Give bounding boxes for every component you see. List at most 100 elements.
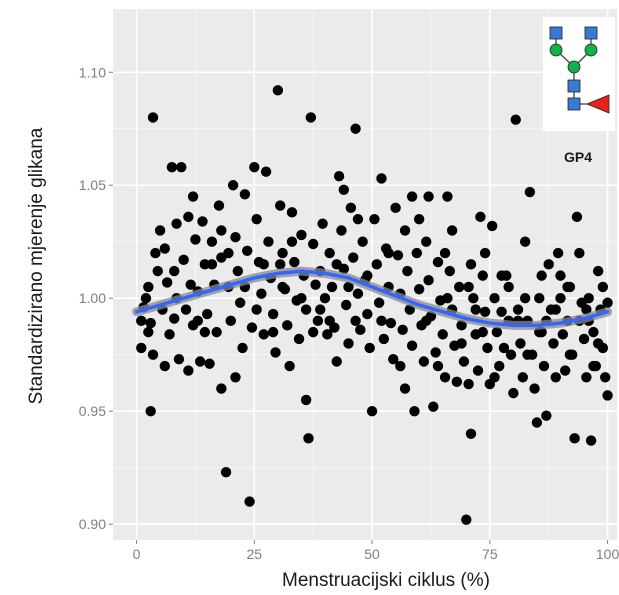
data-point xyxy=(326,281,338,293)
data-point xyxy=(578,333,590,345)
data-point xyxy=(498,342,510,354)
data-point xyxy=(602,297,613,308)
data-point xyxy=(482,342,493,354)
data-point xyxy=(592,265,604,277)
data-point xyxy=(555,293,566,304)
data-point xyxy=(399,225,411,236)
data-point xyxy=(423,191,434,202)
data-point xyxy=(249,161,260,173)
data-point xyxy=(550,372,561,383)
data-point xyxy=(406,340,418,351)
data-point xyxy=(204,358,215,369)
x-tick-label: 25 xyxy=(247,546,263,562)
data-point xyxy=(357,236,368,247)
data-point xyxy=(338,184,350,195)
data-point xyxy=(475,211,486,223)
data-point xyxy=(251,213,262,225)
data-point xyxy=(510,114,521,125)
data-point xyxy=(173,354,185,365)
data-point xyxy=(538,360,550,372)
data-point xyxy=(446,225,458,236)
data-point xyxy=(159,243,171,254)
data-point xyxy=(242,245,253,256)
x-axis-ticks: 0 25 50 75 100 xyxy=(133,540,619,562)
x-axis-title: Menstruacijski ciklus (%) xyxy=(282,570,490,591)
data-point xyxy=(343,338,354,349)
data-point xyxy=(169,313,180,324)
data-point xyxy=(421,315,432,327)
data-point xyxy=(350,315,361,327)
data-point xyxy=(343,281,354,293)
data-point xyxy=(454,281,465,293)
data-point xyxy=(206,259,218,270)
data-point xyxy=(213,200,225,211)
data-point xyxy=(439,372,451,383)
data-point xyxy=(592,338,604,349)
data-point xyxy=(145,406,156,417)
data-point xyxy=(439,247,451,259)
data-point xyxy=(562,281,573,293)
data-point xyxy=(581,372,592,383)
data-point xyxy=(421,236,432,247)
data-point xyxy=(552,247,564,259)
data-point xyxy=(275,259,286,270)
data-point xyxy=(519,293,531,304)
data-point xyxy=(494,360,505,372)
data-point xyxy=(136,342,147,354)
data-point xyxy=(444,265,455,277)
data-point xyxy=(267,308,279,320)
data-point xyxy=(202,308,213,320)
data-point xyxy=(557,329,569,340)
data-point xyxy=(310,279,321,290)
data-point xyxy=(581,304,592,315)
data-point xyxy=(317,218,328,229)
data-point xyxy=(406,191,418,202)
data-point xyxy=(166,161,178,173)
data-point xyxy=(571,211,583,223)
data-point xyxy=(395,360,406,372)
data-point xyxy=(489,372,500,383)
data-point xyxy=(362,308,373,320)
data-point xyxy=(159,360,171,372)
data-point xyxy=(413,213,425,225)
data-point xyxy=(324,315,335,327)
data-point xyxy=(432,360,444,372)
data-point xyxy=(463,281,474,293)
data-point xyxy=(183,365,194,376)
data-point xyxy=(277,247,288,259)
data-point xyxy=(251,304,262,315)
data-point xyxy=(230,372,241,383)
data-point xyxy=(479,247,491,259)
y-tick-label: 1.10 xyxy=(79,64,106,80)
data-point xyxy=(559,365,571,376)
data-point xyxy=(199,326,211,338)
data-point xyxy=(150,247,161,259)
data-point xyxy=(442,191,453,202)
data-point xyxy=(232,265,244,277)
data-point xyxy=(399,383,411,394)
data-point xyxy=(277,281,288,293)
data-point xyxy=(519,236,531,247)
data-point xyxy=(470,304,481,315)
data-point xyxy=(432,256,444,268)
data-point xyxy=(225,315,236,327)
data-point xyxy=(216,225,227,236)
data-point xyxy=(164,329,175,340)
data-point xyxy=(602,390,613,401)
data-point xyxy=(461,514,472,525)
data-point xyxy=(282,320,293,331)
data-points xyxy=(136,85,613,525)
y-axis-ticks: 0.90 0.95 1.00 1.05 1.10 xyxy=(79,64,113,532)
data-point xyxy=(413,283,425,295)
data-point xyxy=(388,354,399,365)
data-point xyxy=(230,232,241,243)
data-point xyxy=(409,406,420,417)
data-point xyxy=(397,324,408,336)
data-point xyxy=(373,297,385,308)
glcnac-square-icon xyxy=(584,26,598,40)
data-point xyxy=(512,304,524,315)
data-point xyxy=(331,259,342,270)
data-point xyxy=(315,304,326,315)
data-point xyxy=(296,293,307,304)
